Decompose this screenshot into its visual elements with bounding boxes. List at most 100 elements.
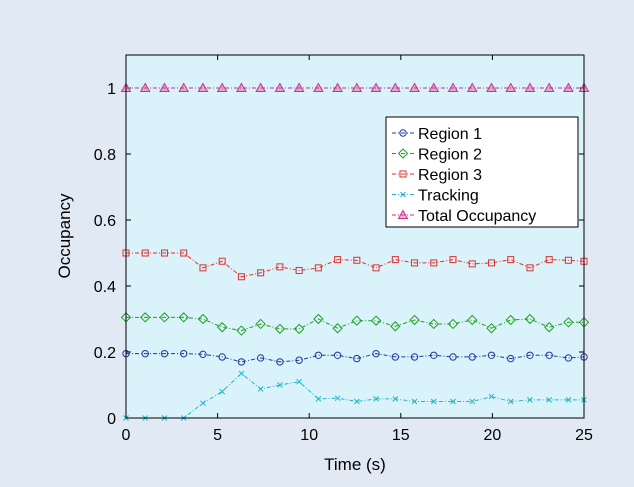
data-point-region-1 bbox=[141, 349, 149, 358]
data-point-total-occupancy bbox=[236, 82, 247, 92]
legend-marker bbox=[399, 129, 407, 137]
data-point-total-occupancy bbox=[428, 82, 440, 92]
data-point-region-1 bbox=[314, 351, 323, 359]
legend-item-region-2: Region 2 bbox=[392, 147, 482, 164]
data-point-region-3 bbox=[353, 256, 361, 264]
legend-label: Tracking bbox=[418, 188, 479, 205]
data-point-total-occupancy bbox=[313, 82, 324, 92]
data-point-region-1 bbox=[449, 353, 457, 361]
data-point-total-occupancy bbox=[332, 82, 343, 92]
data-point-tracking bbox=[373, 396, 379, 402]
legend-marker bbox=[397, 209, 409, 219]
x-tick-label: 15 bbox=[392, 427, 410, 444]
data-point-region-3 bbox=[526, 264, 534, 272]
legend-item-region-1: Region 1 bbox=[392, 126, 482, 143]
legend-marker bbox=[399, 170, 407, 178]
data-point-tracking bbox=[277, 382, 283, 388]
data-point-region-1 bbox=[430, 351, 438, 359]
data-point-region-1 bbox=[391, 353, 400, 361]
data-point-tracking bbox=[296, 378, 302, 385]
data-point-total-occupancy bbox=[293, 82, 305, 92]
data-point-total-occupancy bbox=[274, 82, 286, 92]
legend-label: Region 1 bbox=[418, 126, 482, 143]
data-point-region-3 bbox=[257, 269, 265, 277]
data-point-total-occupancy bbox=[370, 82, 382, 92]
data-point-region-2 bbox=[447, 318, 459, 330]
x-tick-label: 5 bbox=[213, 427, 222, 444]
y-axis-label: Occupancy bbox=[55, 193, 74, 279]
data-point-tracking bbox=[238, 370, 245, 377]
data-point-region-2 bbox=[313, 313, 324, 325]
data-point-tracking bbox=[411, 398, 418, 405]
data-point-region-2 bbox=[428, 318, 439, 330]
data-point-region-3 bbox=[487, 259, 495, 267]
data-point-region-2 bbox=[236, 325, 247, 336]
data-point-region-3 bbox=[237, 273, 245, 281]
data-point-total-occupancy bbox=[216, 82, 228, 92]
data-point-region-1 bbox=[276, 358, 284, 366]
data-point-tracking bbox=[527, 396, 533, 403]
data-point-tracking bbox=[334, 395, 341, 402]
data-point-total-occupancy bbox=[159, 82, 170, 92]
x-axis-ticks: 0 5 10 15 20 25 bbox=[122, 55, 593, 444]
data-point-region-1 bbox=[199, 350, 207, 359]
data-point-total-occupancy bbox=[255, 82, 267, 92]
data-point-tracking bbox=[450, 398, 456, 405]
data-point-total-occupancy bbox=[543, 82, 555, 92]
series-region-1 bbox=[122, 349, 588, 366]
data-point-total-occupancy bbox=[351, 82, 363, 92]
x-axis-label: Time (s) bbox=[324, 455, 386, 474]
data-point-region-1 bbox=[256, 354, 265, 362]
x-tick-label: 0 bbox=[122, 427, 131, 444]
legend-label: Region 2 bbox=[418, 147, 482, 164]
x-tick-label: 10 bbox=[300, 427, 318, 444]
data-point-region-3 bbox=[430, 259, 438, 267]
data-point-region-2 bbox=[332, 323, 343, 334]
data-point-region-3 bbox=[218, 257, 226, 265]
legend-item-total-occupancy: Total Occupancy bbox=[392, 208, 536, 225]
data-point-region-1 bbox=[353, 354, 361, 363]
data-point-region-2 bbox=[159, 312, 170, 323]
data-point-region-1 bbox=[507, 354, 515, 363]
data-point-region-3 bbox=[564, 256, 572, 264]
data-point-tracking bbox=[392, 396, 399, 402]
series-line-region-3 bbox=[126, 252, 585, 278]
data-point-region-3 bbox=[295, 266, 303, 274]
data-point-tracking bbox=[469, 398, 476, 405]
data-point-tracking bbox=[200, 400, 206, 407]
data-point-total-occupancy bbox=[466, 82, 478, 92]
data-point-total-occupancy bbox=[389, 82, 401, 92]
data-point-region-1 bbox=[487, 351, 496, 359]
data-point-tracking bbox=[315, 396, 322, 402]
data-point-region-2 bbox=[563, 317, 574, 328]
data-point-region-2 bbox=[293, 323, 305, 335]
legend-marker bbox=[400, 191, 406, 198]
data-point-region-3 bbox=[276, 263, 284, 271]
data-point-region-2 bbox=[486, 323, 497, 334]
data-point-tracking bbox=[565, 396, 572, 403]
y-tick-label: 0.2 bbox=[94, 345, 116, 362]
data-point-region-3 bbox=[545, 256, 553, 264]
data-point-total-occupancy bbox=[505, 82, 517, 92]
y-tick-label: 0 bbox=[107, 411, 116, 428]
x-tick-label: 20 bbox=[484, 427, 502, 444]
legend-box bbox=[385, 116, 579, 228]
data-point-region-2 bbox=[524, 313, 536, 325]
data-point-region-1 bbox=[526, 351, 534, 359]
series-total-occupancy bbox=[120, 82, 590, 92]
data-point-total-occupancy bbox=[197, 82, 209, 92]
legend-item-tracking: Tracking bbox=[392, 188, 479, 205]
data-point-region-1 bbox=[237, 358, 246, 366]
legend-marker bbox=[397, 148, 409, 159]
data-point-region-2 bbox=[370, 315, 382, 326]
data-point-region-1 bbox=[410, 353, 419, 361]
series-region-2 bbox=[120, 312, 590, 336]
data-point-region-2 bbox=[255, 318, 266, 330]
y-tick-label: 0.6 bbox=[94, 213, 116, 230]
data-point-region-1 bbox=[180, 349, 188, 358]
x-tick-label: 25 bbox=[575, 427, 593, 444]
data-point-region-3 bbox=[160, 249, 168, 257]
data-point-total-occupancy bbox=[524, 82, 536, 92]
data-point-region-3 bbox=[199, 264, 207, 272]
legend-item-region-3: Region 3 bbox=[392, 167, 482, 184]
